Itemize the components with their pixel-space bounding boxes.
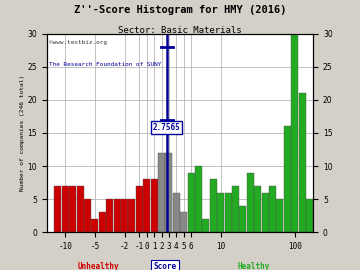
Bar: [158, 153, 165, 232]
Text: Z''-Score Histogram for HMY (2016): Z''-Score Histogram for HMY (2016): [74, 5, 286, 15]
Bar: [232, 186, 239, 232]
Text: Sector: Basic Materials: Sector: Basic Materials: [118, 26, 242, 35]
Bar: [173, 193, 180, 232]
Bar: [69, 186, 76, 232]
Bar: [84, 199, 91, 232]
Bar: [254, 186, 261, 232]
Text: ©www.textbiz.org: ©www.textbiz.org: [49, 40, 108, 45]
Bar: [247, 173, 254, 232]
Bar: [239, 206, 246, 232]
Bar: [151, 179, 158, 232]
Bar: [99, 212, 106, 232]
Bar: [299, 93, 306, 232]
Bar: [306, 199, 313, 232]
Bar: [217, 193, 224, 232]
Bar: [121, 199, 128, 232]
Y-axis label: Number of companies (246 total): Number of companies (246 total): [19, 75, 24, 191]
Bar: [269, 186, 276, 232]
Bar: [114, 199, 121, 232]
Text: 2.7565: 2.7565: [153, 123, 180, 132]
Bar: [129, 199, 135, 232]
Bar: [54, 186, 61, 232]
Bar: [276, 199, 283, 232]
Text: Score: Score: [154, 262, 177, 270]
Bar: [188, 173, 194, 232]
Bar: [143, 179, 150, 232]
Bar: [62, 186, 69, 232]
Bar: [225, 193, 231, 232]
Bar: [202, 219, 209, 232]
Bar: [284, 126, 291, 232]
Bar: [166, 153, 172, 232]
Text: The Research Foundation of SUNY: The Research Foundation of SUNY: [49, 62, 162, 66]
Bar: [210, 179, 217, 232]
Bar: [136, 186, 143, 232]
Bar: [91, 219, 98, 232]
Bar: [106, 199, 113, 232]
Bar: [291, 34, 298, 232]
Text: Unhealthy: Unhealthy: [78, 262, 120, 270]
Bar: [262, 193, 269, 232]
Bar: [180, 212, 187, 232]
Bar: [77, 186, 84, 232]
Bar: [195, 166, 202, 232]
Text: Healthy: Healthy: [238, 262, 270, 270]
